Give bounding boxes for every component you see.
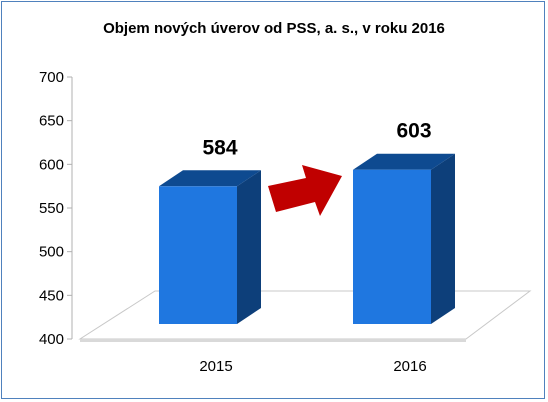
data-label: 603	[396, 120, 431, 143]
axis-layer: 400 450 500 550 600 650 700	[39, 69, 73, 348]
trend-arrow-icon	[268, 165, 342, 216]
chart-floor-edge	[80, 339, 466, 342]
floor-layer	[78, 290, 532, 342]
bar	[159, 186, 237, 324]
chart-floor	[78, 290, 532, 340]
bars-layer	[159, 153, 455, 324]
x-tick-label: 2015	[199, 358, 232, 375]
data-label: 584	[202, 136, 237, 159]
x-tick-label: 2016	[393, 358, 426, 375]
y-tick-label: 550	[39, 200, 64, 217]
bar-top	[159, 170, 261, 187]
y-tick-label: 400	[39, 331, 64, 348]
y-tick-label: 450	[39, 287, 64, 304]
labels-layer: 584 2015 603 2016	[199, 120, 431, 375]
bar-side	[431, 153, 455, 324]
y-tick-label: 650	[39, 113, 64, 130]
bar	[353, 169, 431, 324]
chart-title: Objem nových úverov od PSS, a. s., v rok…	[103, 20, 445, 37]
y-tick-label: 500	[39, 244, 64, 261]
bar-top	[353, 153, 455, 170]
bar-side	[237, 170, 261, 324]
y-tick-label: 600	[39, 156, 64, 173]
y-tick-label: 700	[39, 69, 64, 86]
arrow-layer	[268, 165, 342, 216]
